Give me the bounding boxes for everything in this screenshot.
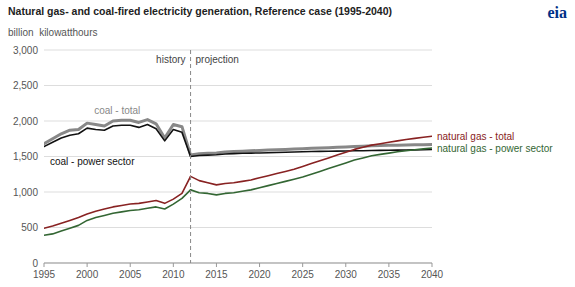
series-line [191,148,432,195]
series-line [44,176,191,228]
series-label: natural gas - power sector [437,143,553,154]
x-tick [216,263,217,267]
x-tick-label: 2025 [292,269,315,280]
x-tick [259,263,260,267]
background [0,0,575,287]
projection-label: projection [196,54,239,65]
y-axis: 0 500 1,000 1,500 2,000 2,500 3,000 [13,45,432,269]
x-tick [345,263,346,267]
series-label: coal - power sector [50,156,135,167]
divider-line [190,50,191,263]
x-tick [87,263,88,267]
series-label: coal - total [94,105,140,116]
grid-line [44,121,432,122]
x-tick [173,263,174,267]
grid-line [44,85,432,86]
y-label: billion kilowatthours [8,27,98,38]
y-tick-label: 500 [21,222,38,233]
series-label: natural gas - total [437,131,514,142]
logo: eia [547,4,567,21]
grid-line [44,227,432,228]
x-tick-label: 2010 [162,269,185,280]
grid-line [44,263,432,264]
title: Natural gas- and coal-fired electricity … [8,5,392,17]
y-tick-label: 3,000 [13,45,38,56]
x-tick [302,263,303,267]
page: {"chart_data": { "type": "line", "title"… [0,0,575,287]
grid-line [44,50,432,51]
y-tick-label: 1,000 [13,187,38,198]
x-tick-label: 1995 [33,269,56,280]
history-label: history [156,54,185,65]
series-line [44,125,191,157]
x-tick-label: 2005 [119,269,142,280]
x-tick-label: 2040 [421,269,444,280]
series-line [44,190,191,235]
x-tick-label: 2000 [76,269,99,280]
y-tick-label: 2,500 [13,80,38,91]
x-tick-label: 2020 [248,269,271,280]
x-axis: 1995 2000 2005 2010 2015 2020 2025 2030 2035 2040 [33,263,444,280]
x-tick-label: 2015 [205,269,228,280]
x-tick-label: 2035 [378,269,401,280]
chart: Natural gas- and coal-fired electricity … [0,0,575,287]
y-tick-label: 1,500 [13,151,38,162]
y-tick-label: 0 [32,258,38,269]
x-tick [432,263,433,267]
x-tick-label: 2030 [335,269,358,280]
x-axis-line [44,263,432,264]
series-line [191,136,432,185]
x-tick [44,263,45,267]
lines [44,120,432,236]
x-tick [130,263,131,267]
x-tick [388,263,389,267]
y-tick-label: 2,000 [13,116,38,127]
series-line [191,150,432,157]
